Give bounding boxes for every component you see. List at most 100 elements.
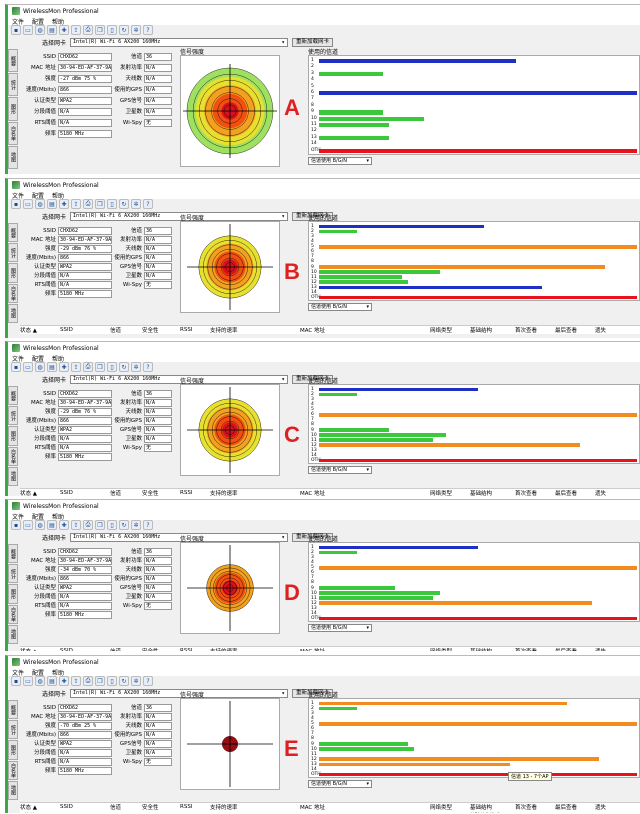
side-tab-4[interactable]: 地图 (8, 303, 18, 324)
column-header-2[interactable]: 信道 (110, 491, 122, 496)
copy-icon[interactable]: ❐ (95, 199, 105, 209)
side-tab-2[interactable]: 图形 (8, 263, 18, 283)
column-header-9[interactable]: 首次查看 (515, 805, 538, 811)
channel-mode-select[interactable]: 信道使用 B/G/N (308, 780, 372, 788)
side-tab-0[interactable]: 概要 (8, 386, 18, 406)
channel-mode-select[interactable]: 信道使用 B/G/N (308, 466, 372, 474)
column-header-4[interactable]: RSSI (180, 804, 193, 810)
save-icon[interactable]: ▪ (11, 199, 21, 209)
menu-item-2[interactable]: 帮助 (52, 19, 65, 26)
side-tab-4[interactable]: 地图 (8, 624, 18, 645)
menu-item-0[interactable]: 文件 (12, 514, 25, 521)
column-header-4[interactable]: RSSI (180, 490, 193, 496)
plugin-icon[interactable]: ✚ (59, 199, 69, 209)
column-header-10[interactable]: 最后查看 (555, 328, 578, 334)
column-header-7[interactable]: 网络类型 (430, 647, 470, 651)
refresh-icon[interactable]: ↻ (119, 25, 129, 35)
column-header-11[interactable]: 遗失 (595, 805, 607, 811)
menu-item-1[interactable]: 配置 (32, 670, 45, 677)
column-header-0[interactable]: 状态 ▲ (20, 805, 37, 811)
menu-item-0[interactable]: 文件 (12, 19, 25, 26)
help-icon[interactable]: ? (143, 676, 153, 686)
side-tab-1[interactable]: 统计 (8, 564, 18, 584)
menu-item-1[interactable]: 配置 (32, 514, 45, 521)
menu-item-1[interactable]: 配置 (32, 19, 45, 26)
side-tab-1[interactable]: 统计 (8, 73, 18, 97)
side-tab-1[interactable]: 统计 (8, 243, 18, 263)
settings-icon[interactable]: ✲ (131, 199, 141, 209)
menu-item-0[interactable]: 文件 (12, 670, 25, 677)
reload-adapter-button[interactable]: 重新加载网卡 (292, 37, 334, 47)
column-header-0[interactable]: 状态 ▲ (20, 647, 60, 651)
open-folder-icon[interactable]: ▭ (23, 362, 33, 372)
reload-adapter-button[interactable]: 重新加载网卡 (292, 532, 334, 542)
side-tab-3[interactable]: 白名单 (8, 283, 18, 303)
document-icon[interactable]: ▯ (107, 199, 117, 209)
side-tab-4[interactable]: 地图 (8, 145, 18, 170)
plugin-icon[interactable]: ✚ (59, 520, 69, 530)
print-icon[interactable]: ⎙ (83, 199, 93, 209)
column-header-7[interactable]: 网络类型 (430, 491, 453, 496)
refresh-icon[interactable]: ↻ (119, 520, 129, 530)
column-header-6[interactable]: MAC 地址 (300, 328, 325, 334)
adapter-select[interactable]: Intel(R) Wi-Fi 6 AX200 160MHz (70, 37, 288, 47)
globe-icon[interactable]: ◍ (35, 676, 45, 686)
help-icon[interactable]: ? (143, 362, 153, 372)
menu-item-2[interactable]: 帮助 (52, 514, 65, 521)
menu-item-0[interactable]: 文件 (12, 356, 25, 363)
plugin-icon[interactable]: ✚ (59, 362, 69, 372)
adapter-select[interactable]: Intel(R) Wi-Fi 6 AX200 160MHz (70, 374, 288, 384)
column-header-4[interactable]: RSSI (180, 648, 193, 651)
column-header-8[interactable]: 基础结构 (470, 491, 493, 496)
copy-icon[interactable]: ❐ (95, 676, 105, 686)
column-header-8[interactable]: 基础结构 (470, 805, 493, 811)
open-folder-icon[interactable]: ▭ (23, 25, 33, 35)
column-header-11[interactable]: 遗失 (595, 328, 607, 334)
column-header-1[interactable]: SSID (60, 648, 73, 651)
ap-list-row[interactable]: 已连接CHXD6236是-7054,48,36,24,18,12,9,6 Mb/… (20, 811, 640, 813)
settings-icon[interactable]: ✲ (131, 25, 141, 35)
adapter-select[interactable]: Intel(R) Wi-Fi 6 AX200 160MHz (70, 211, 288, 221)
reload-adapter-button[interactable]: 重新加载网卡 (292, 211, 334, 221)
column-header-3[interactable]: 安全性 (142, 491, 159, 496)
side-tab-2[interactable]: 图形 (8, 97, 18, 121)
refresh-icon[interactable]: ↻ (119, 362, 129, 372)
adapter-select[interactable]: Intel(R) Wi-Fi 6 AX200 160MHz (70, 688, 288, 698)
save-icon[interactable]: ▪ (11, 520, 21, 530)
save-icon[interactable]: ▪ (11, 676, 21, 686)
column-header-5[interactable]: 支持的速率 (210, 491, 238, 496)
column-header-9[interactable]: 首次查看 (515, 647, 555, 651)
column-header-4[interactable]: RSSI (180, 327, 193, 333)
adapter-select[interactable]: Intel(R) Wi-Fi 6 AX200 160MHz (70, 532, 288, 542)
column-header-2[interactable]: 信道 (110, 805, 122, 811)
column-header-5[interactable]: 支持的速率 (210, 328, 238, 334)
column-header-1[interactable]: SSID (60, 490, 73, 496)
channel-mode-select[interactable]: 信道使用 B/G/N (308, 303, 372, 311)
side-tab-2[interactable]: 图形 (8, 426, 18, 446)
menu-item-1[interactable]: 配置 (32, 356, 45, 363)
export-icon[interactable]: ⇪ (71, 25, 81, 35)
open-folder-icon[interactable]: ▭ (23, 520, 33, 530)
column-header-10[interactable]: 最后查看 (555, 805, 578, 811)
column-header-7[interactable]: 网络类型 (430, 328, 453, 334)
menu-item-0[interactable]: 文件 (12, 193, 25, 200)
globe-icon[interactable]: ◍ (35, 25, 45, 35)
document-icon[interactable]: ▯ (107, 676, 117, 686)
globe-icon[interactable]: ◍ (35, 199, 45, 209)
channel-mode-select[interactable]: 信道使用 B/G/N (308, 624, 372, 632)
column-header-5[interactable]: 支持的速率 (210, 647, 300, 651)
column-header-9[interactable]: 首次查看 (515, 328, 538, 334)
column-header-9[interactable]: 首次查看 (515, 491, 538, 496)
column-header-0[interactable]: 状态 ▲ (20, 491, 37, 496)
column-header-6[interactable]: MAC 地址 (300, 647, 430, 651)
copy-icon[interactable]: ❐ (95, 362, 105, 372)
column-header-0[interactable]: 状态 ▲ (20, 328, 37, 334)
export-icon[interactable]: ⇪ (71, 362, 81, 372)
refresh-icon[interactable]: ↻ (119, 199, 129, 209)
side-tab-3[interactable]: 白名单 (8, 121, 18, 145)
plugin-icon[interactable]: ✚ (59, 25, 69, 35)
side-tab-1[interactable]: 统计 (8, 406, 18, 426)
side-tab-3[interactable]: 白名单 (8, 760, 18, 780)
menu-item-2[interactable]: 帮助 (52, 670, 65, 677)
side-tab-4[interactable]: 地图 (8, 466, 18, 487)
